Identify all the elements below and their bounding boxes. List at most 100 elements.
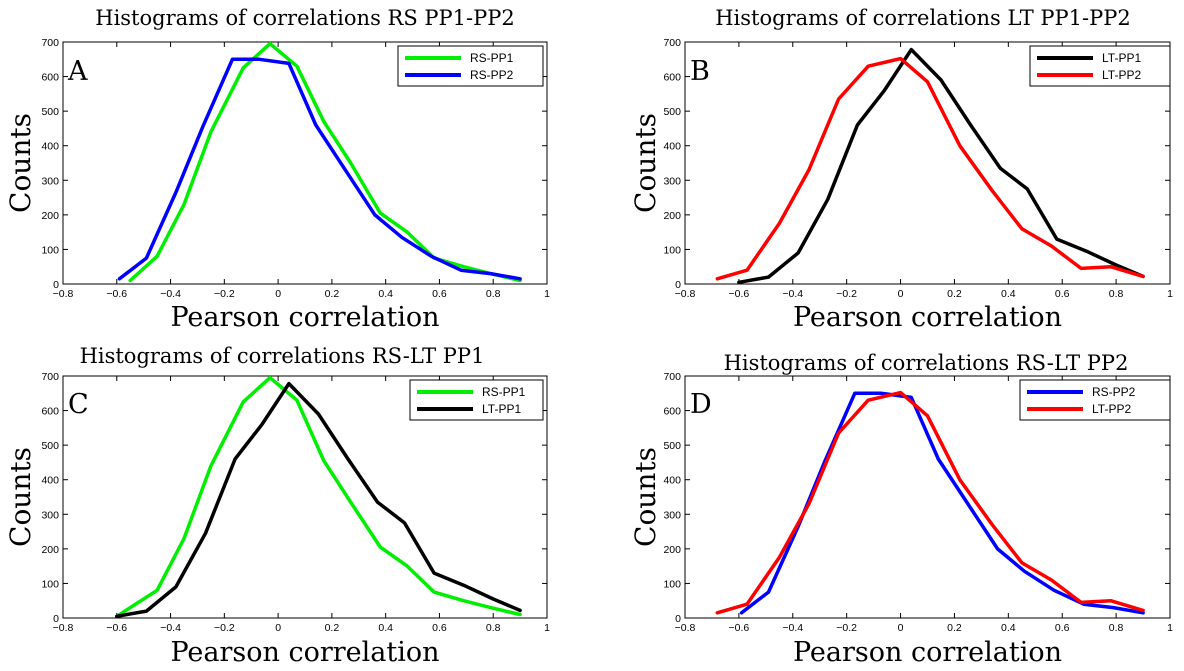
- x-tick-label: 0.2: [947, 622, 962, 634]
- x-tick-label: 0: [898, 288, 904, 300]
- data-point: [315, 124, 317, 126]
- legend-entry: RS-PP2: [470, 68, 514, 82]
- data-point: [837, 432, 840, 434]
- x-tick-label: 0.8: [1109, 622, 1124, 634]
- x-tick-label: 0.8: [486, 288, 501, 300]
- y-tick-label: 100: [663, 578, 681, 590]
- data-point: [881, 392, 883, 394]
- x-tick-label: −0.8: [675, 288, 696, 300]
- legend-entry: RS-PP2: [1092, 385, 1136, 399]
- y-tick-label: 500: [41, 440, 59, 452]
- data-point: [183, 203, 185, 206]
- x-tick-label: 1: [1167, 622, 1173, 634]
- x-tick-label: −0.6: [729, 288, 750, 300]
- data-point: [937, 458, 939, 460]
- y-tick-label: 500: [663, 440, 681, 452]
- legend-box: [1029, 45, 1171, 87]
- data-point: [738, 281, 740, 283]
- data-point: [837, 98, 840, 100]
- x-tick-label: −0.8: [53, 622, 74, 634]
- data-point: [854, 392, 856, 394]
- y-tick-label: 100: [663, 244, 681, 256]
- x-tick-label: 0.4: [378, 288, 393, 300]
- data-point: [175, 191, 177, 193]
- x-tick-label: 0.2: [325, 288, 340, 300]
- data-point: [797, 252, 799, 254]
- data-point: [258, 58, 260, 60]
- chart-title: Histograms of correlations LT PP1-PP2: [715, 6, 1131, 30]
- y-tick-label: 300: [663, 175, 681, 187]
- data-point: [959, 479, 961, 481]
- data-point: [433, 572, 435, 574]
- x-axis-label: Pearson correlation: [793, 302, 1062, 333]
- data-point: [1023, 570, 1026, 572]
- y-tick-label: 0: [53, 279, 59, 291]
- y-axis-label: Counts: [629, 113, 662, 213]
- data-point: [519, 609, 521, 611]
- data-point: [1142, 612, 1144, 614]
- data-point: [970, 124, 972, 126]
- data-point: [1050, 245, 1053, 247]
- chart-panel-b: Histograms of correlations LT PP1-PP2 −0.…: [629, 6, 1173, 333]
- y-tick-label: 400: [663, 475, 681, 487]
- data-point: [1110, 266, 1112, 268]
- series-line-rs-pp2: [739, 391, 1145, 615]
- data-point: [746, 603, 748, 605]
- y-axis-label: Counts: [629, 447, 662, 547]
- legend: RS-PP1 RS-PP2: [397, 45, 544, 87]
- data-point: [519, 613, 521, 616]
- data-point: [1021, 562, 1023, 564]
- y-tick-label: 100: [41, 244, 59, 256]
- data-point: [430, 255, 432, 257]
- data-point: [778, 556, 780, 559]
- x-tick-label: 0.8: [486, 622, 501, 634]
- legend-entry: LT-PP2: [1092, 402, 1131, 416]
- data-point: [991, 190, 993, 192]
- data-point: [156, 255, 158, 257]
- data-point: [129, 279, 131, 282]
- x-tick-label: 0.6: [432, 622, 447, 634]
- data-point: [377, 501, 379, 503]
- data-point: [1026, 188, 1028, 190]
- panel-letter: A: [67, 56, 88, 87]
- y-tick-label: 200: [663, 210, 681, 222]
- x-tick-label: 0.2: [947, 288, 962, 300]
- data-point: [999, 167, 1001, 169]
- data-point: [1080, 267, 1082, 270]
- data-point: [489, 607, 492, 609]
- legend-entry: RS-PP1: [470, 51, 514, 65]
- data-point: [403, 522, 406, 524]
- x-tick-label: 0.2: [325, 622, 340, 634]
- data-point: [210, 131, 212, 133]
- series-line-lt-pp2: [715, 390, 1145, 615]
- data-point: [204, 532, 207, 534]
- data-point: [242, 67, 244, 69]
- legend-entry: RS-PP1: [482, 385, 526, 399]
- x-tick-label: −0.2: [214, 622, 235, 634]
- chart-panel-a: Histograms of correlations RS PP1-PP2 −0.…: [4, 6, 550, 333]
- x-tick-label: 1: [544, 622, 550, 634]
- axes-box: [62, 375, 548, 619]
- data-point: [899, 57, 902, 60]
- data-point: [808, 503, 810, 505]
- data-point: [460, 269, 462, 271]
- data-point: [463, 584, 465, 586]
- y-tick-label: 400: [663, 141, 681, 153]
- data-point: [519, 278, 521, 280]
- x-tick-label: −0.8: [675, 622, 696, 634]
- data-point: [959, 145, 961, 147]
- series-line-rs-pp2: [117, 57, 522, 281]
- axes-box: [684, 41, 1171, 285]
- x-axis-label: Pearson correlation: [170, 302, 439, 333]
- legend: RS-PP1 LT-PP1: [409, 379, 544, 421]
- y-tick-label: 0: [675, 613, 681, 625]
- data-point: [202, 126, 204, 128]
- data-point: [210, 465, 212, 467]
- x-tick-label: −0.4: [782, 622, 803, 634]
- x-tick-label: −0.4: [160, 288, 181, 300]
- x-tick-label: 0.4: [1001, 288, 1016, 300]
- data-point: [296, 65, 298, 67]
- data-point: [899, 391, 902, 394]
- data-point: [778, 222, 780, 225]
- data-point: [145, 257, 147, 259]
